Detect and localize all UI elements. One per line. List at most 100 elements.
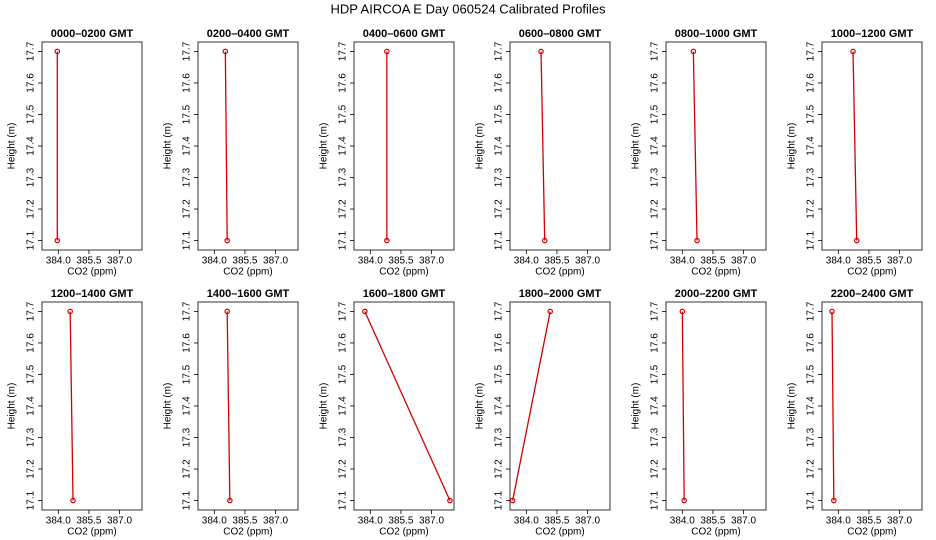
panel: 0400–0600 GMT 384.0 385.5 387.0 17.1 17.2 17.3…	[319, 28, 455, 278]
x-tick-label: 387.0	[731, 516, 756, 527]
x-tick-label: 387.0	[107, 516, 132, 527]
x-tick-label: 384.0	[514, 256, 539, 267]
y-tick-label: 17.5	[806, 364, 817, 384]
y-axis-label: Height (m)	[319, 123, 330, 170]
profile-line	[831, 311, 835, 501]
y-tick-label: 17.5	[338, 104, 349, 124]
x-tick-label: 385.5	[388, 256, 413, 267]
x-tick-label: 387.0	[731, 256, 756, 267]
y-tick-label: 17.2	[650, 199, 661, 219]
y-tick-label: 17.4	[338, 136, 349, 156]
panel: 0200–0400 GMT 384.0 385.5 387.0 17.1 17.2 17.3…	[163, 28, 299, 278]
y-tick-label: 17.5	[494, 364, 505, 384]
profile-line	[681, 311, 685, 501]
plot-frame	[353, 41, 455, 251]
y-tick-label: 17.5	[26, 364, 37, 384]
y-tick-label: 17.4	[182, 136, 193, 156]
y-tick-label: 17.1	[338, 490, 349, 510]
y-tick-label: 17.1	[182, 230, 193, 250]
y-axis-label: Height (m)	[475, 383, 486, 430]
x-axis-label: CO2 (ppm)	[379, 267, 428, 278]
profile-line	[512, 311, 551, 501]
x-tick-label: 385.5	[856, 256, 881, 267]
plot-frame	[665, 301, 767, 511]
y-tick-label: 17.6	[494, 73, 505, 93]
y-tick-label: 17.3	[650, 167, 661, 187]
panel-title: 1200–1400 GMT	[51, 288, 134, 300]
x-tick-label: 387.0	[575, 256, 600, 267]
y-tick-label: 17.1	[650, 490, 661, 510]
y-tick-label: 17.7	[26, 301, 37, 321]
x-tick-label: 384.0	[514, 516, 539, 527]
x-tick-label: 384.0	[358, 256, 383, 267]
y-tick-label: 17.3	[338, 167, 349, 187]
panel-title: 1000–1200 GMT	[831, 28, 914, 40]
x-axis-label: CO2 (ppm)	[847, 527, 896, 538]
panel: 0600–0800 GMT 384.0 385.5 387.0 17.1 17.2 17.3…	[475, 28, 611, 278]
y-tick-label: 17.5	[494, 104, 505, 124]
y-tick-label: 17.6	[26, 333, 37, 353]
y-tick-label: 17.1	[26, 230, 37, 250]
plot-frame	[353, 301, 455, 511]
x-axis-label: CO2 (ppm)	[535, 527, 584, 538]
y-tick-label: 17.3	[26, 167, 37, 187]
y-tick-label: 17.6	[650, 73, 661, 93]
x-tick-label: 385.5	[544, 516, 569, 527]
x-tick-label: 387.0	[419, 516, 444, 527]
point	[853, 237, 860, 244]
y-tick-label: 17.5	[650, 364, 661, 384]
y-axis-label: Height (m)	[163, 383, 174, 430]
y-tick-label: 17.2	[806, 459, 817, 479]
point	[679, 308, 686, 315]
y-tick-label: 17.3	[26, 427, 37, 447]
panel: 0000–0200 GMT 384.0 385.5 387.0 17.1 17.2 17.3…	[7, 28, 143, 278]
y-axis-label: Height (m)	[7, 383, 18, 430]
x-tick-label: 384.0	[826, 516, 851, 527]
x-tick-label: 384.0	[826, 256, 851, 267]
panel-title: 0600–0800 GMT	[519, 28, 602, 40]
y-tick-label: 17.1	[806, 490, 817, 510]
y-axis-label: Height (m)	[787, 383, 798, 430]
point	[70, 497, 76, 504]
panel-title: 0200–0400 GMT	[207, 28, 290, 40]
y-tick-label: 17.3	[494, 427, 505, 447]
panel-title: 0400–0600 GMT	[363, 28, 446, 40]
point	[384, 48, 390, 55]
y-tick-label: 17.3	[806, 427, 817, 447]
point	[509, 497, 516, 504]
x-axis-label: CO2 (ppm)	[223, 527, 272, 538]
y-tick-label: 17.3	[182, 427, 193, 447]
panel: 2000–2200 GMT 384.0 385.5 387.0 17.1 17.2 17.3…	[631, 288, 767, 538]
y-tick-label: 17.4	[182, 396, 193, 416]
y-tick-label: 17.1	[650, 230, 661, 250]
panel-title: 1400–1600 GMT	[207, 288, 290, 300]
y-tick-label: 17.7	[806, 41, 817, 61]
x-tick-label: 384.0	[46, 256, 71, 267]
y-tick-label: 17.3	[650, 427, 661, 447]
panel: 1800–2000 GMT 384.0 385.5 387.0 17.1 17.2 17.3…	[475, 288, 611, 538]
y-tick-label: 17.3	[182, 167, 193, 187]
plot-frame	[197, 301, 299, 511]
plot-frame	[821, 41, 923, 251]
point	[67, 308, 73, 315]
plot-frame	[509, 41, 611, 251]
y-tick-label: 17.7	[338, 301, 349, 321]
x-axis-label: CO2 (ppm)	[223, 267, 272, 278]
y-tick-label: 17.6	[494, 333, 505, 353]
x-tick-label: 385.5	[856, 516, 881, 527]
point	[222, 48, 229, 55]
y-tick-label: 17.7	[338, 41, 349, 61]
y-tick-label: 17.6	[806, 73, 817, 93]
panel: 2200–2400 GMT 384.0 385.5 387.0 17.1 17.2 17.3…	[787, 288, 923, 538]
x-tick-label: 384.0	[670, 516, 695, 527]
profile-line	[224, 51, 228, 241]
plot-frame	[665, 41, 767, 251]
point	[227, 497, 233, 504]
panel-title: 0000–0200 GMT	[51, 28, 134, 40]
y-tick-label: 17.2	[26, 199, 37, 219]
y-tick-label: 17.2	[494, 459, 505, 479]
panel: 1400–1600 GMT 384.0 385.5 387.0 17.1 17.2 17.3…	[163, 288, 299, 538]
plot-frame	[509, 301, 611, 511]
